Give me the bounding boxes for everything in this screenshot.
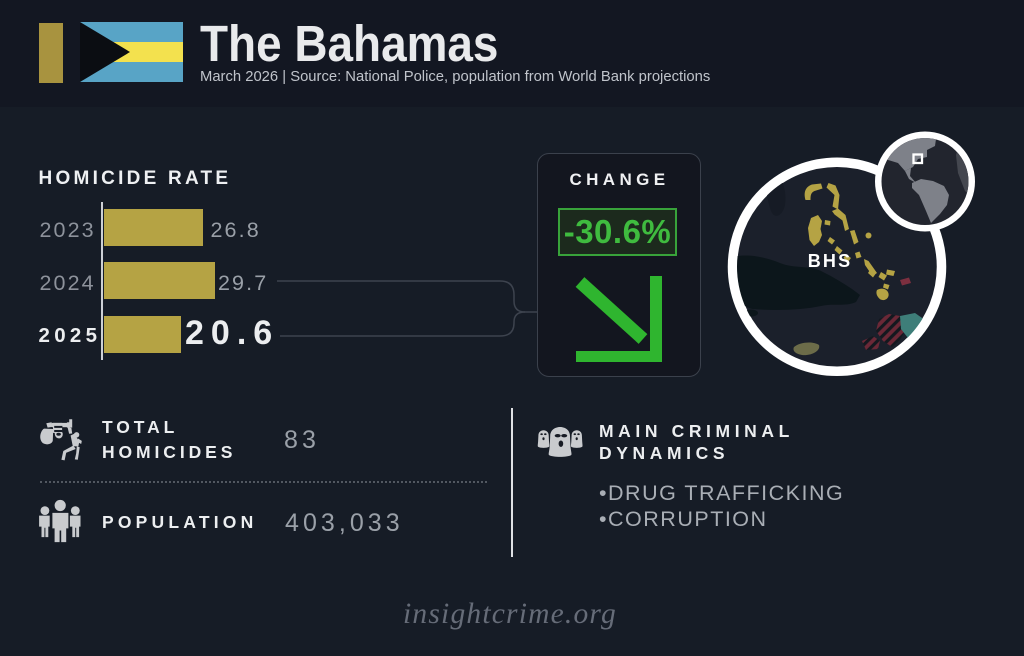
svg-text:BHS: BHS (808, 251, 853, 271)
